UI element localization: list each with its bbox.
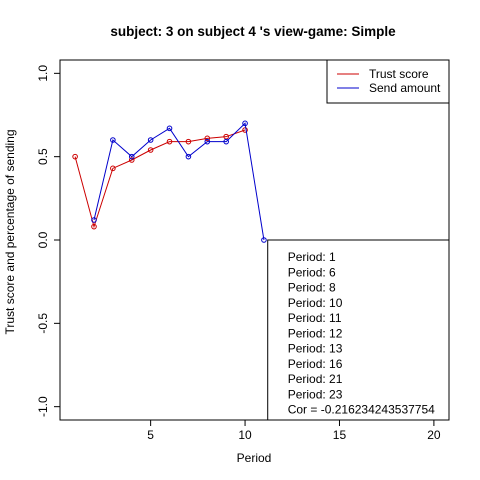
data-point	[147, 147, 154, 153]
chart-title: subject: 3 on subject 4 's view-game: Si…	[110, 24, 396, 39]
x-tick-label: 5	[147, 428, 154, 442]
y-tick-label: -0.5	[36, 313, 50, 334]
annotation-line: Period: 1	[288, 250, 336, 264]
data-point	[242, 127, 248, 133]
annotation-line: Cor = -0.216234243537754	[288, 403, 435, 417]
series	[72, 127, 248, 230]
legend-label: Send amount	[369, 81, 441, 95]
data-point	[185, 138, 192, 145]
annotation-line: Period: 6	[288, 265, 336, 279]
data-point	[204, 135, 211, 142]
data-point	[185, 153, 192, 160]
series-line	[93, 122, 265, 241]
annotation-line: Period: 13	[288, 342, 343, 356]
data-point	[91, 223, 97, 230]
x-tick-label: 20	[427, 428, 441, 442]
data-point	[128, 153, 135, 160]
annotation-line: Period: 8	[288, 281, 336, 295]
y-tick-label: 1.0	[36, 65, 50, 82]
annotation-frame	[267, 239, 450, 421]
data-point	[128, 157, 135, 163]
annotation-line: Period: 10	[288, 296, 343, 310]
x-axis-label: Period	[237, 451, 272, 465]
x-tick-label: 10	[238, 428, 252, 442]
y-axis-label: Trust score and percentage of sending	[3, 129, 17, 334]
data-point	[110, 165, 116, 172]
data-point	[72, 153, 78, 160]
data-point	[91, 217, 97, 223]
y-tick-label: 0.5	[36, 148, 50, 165]
series-layer	[72, 120, 267, 243]
y-tick-label: -1.0	[36, 396, 50, 417]
data-point	[166, 138, 173, 145]
series-line	[74, 129, 246, 229]
annotation-line: Period: 12	[288, 326, 343, 340]
x-axis: 5 10 15 20	[147, 419, 441, 442]
data-point	[242, 120, 248, 127]
data-point	[147, 137, 154, 143]
annotation-line: Period: 21	[288, 372, 343, 386]
annotation-line: Period: 16	[288, 357, 343, 371]
data-point	[166, 125, 173, 132]
data-point	[261, 237, 267, 243]
y-tick-label: 0.0	[36, 231, 50, 248]
data-point	[204, 138, 211, 145]
legend-box	[326, 59, 450, 104]
annotation-line: Period: 23	[288, 387, 343, 401]
legend-label: Trust score	[369, 67, 429, 81]
x-tick-label: 15	[333, 428, 347, 442]
data-point	[110, 137, 116, 143]
data-point	[223, 138, 229, 145]
y-axis: -1.0 -0.5 0.0 0.5 1.0	[36, 65, 61, 417]
series	[91, 120, 267, 243]
annotation-line: Period: 11	[288, 311, 342, 325]
